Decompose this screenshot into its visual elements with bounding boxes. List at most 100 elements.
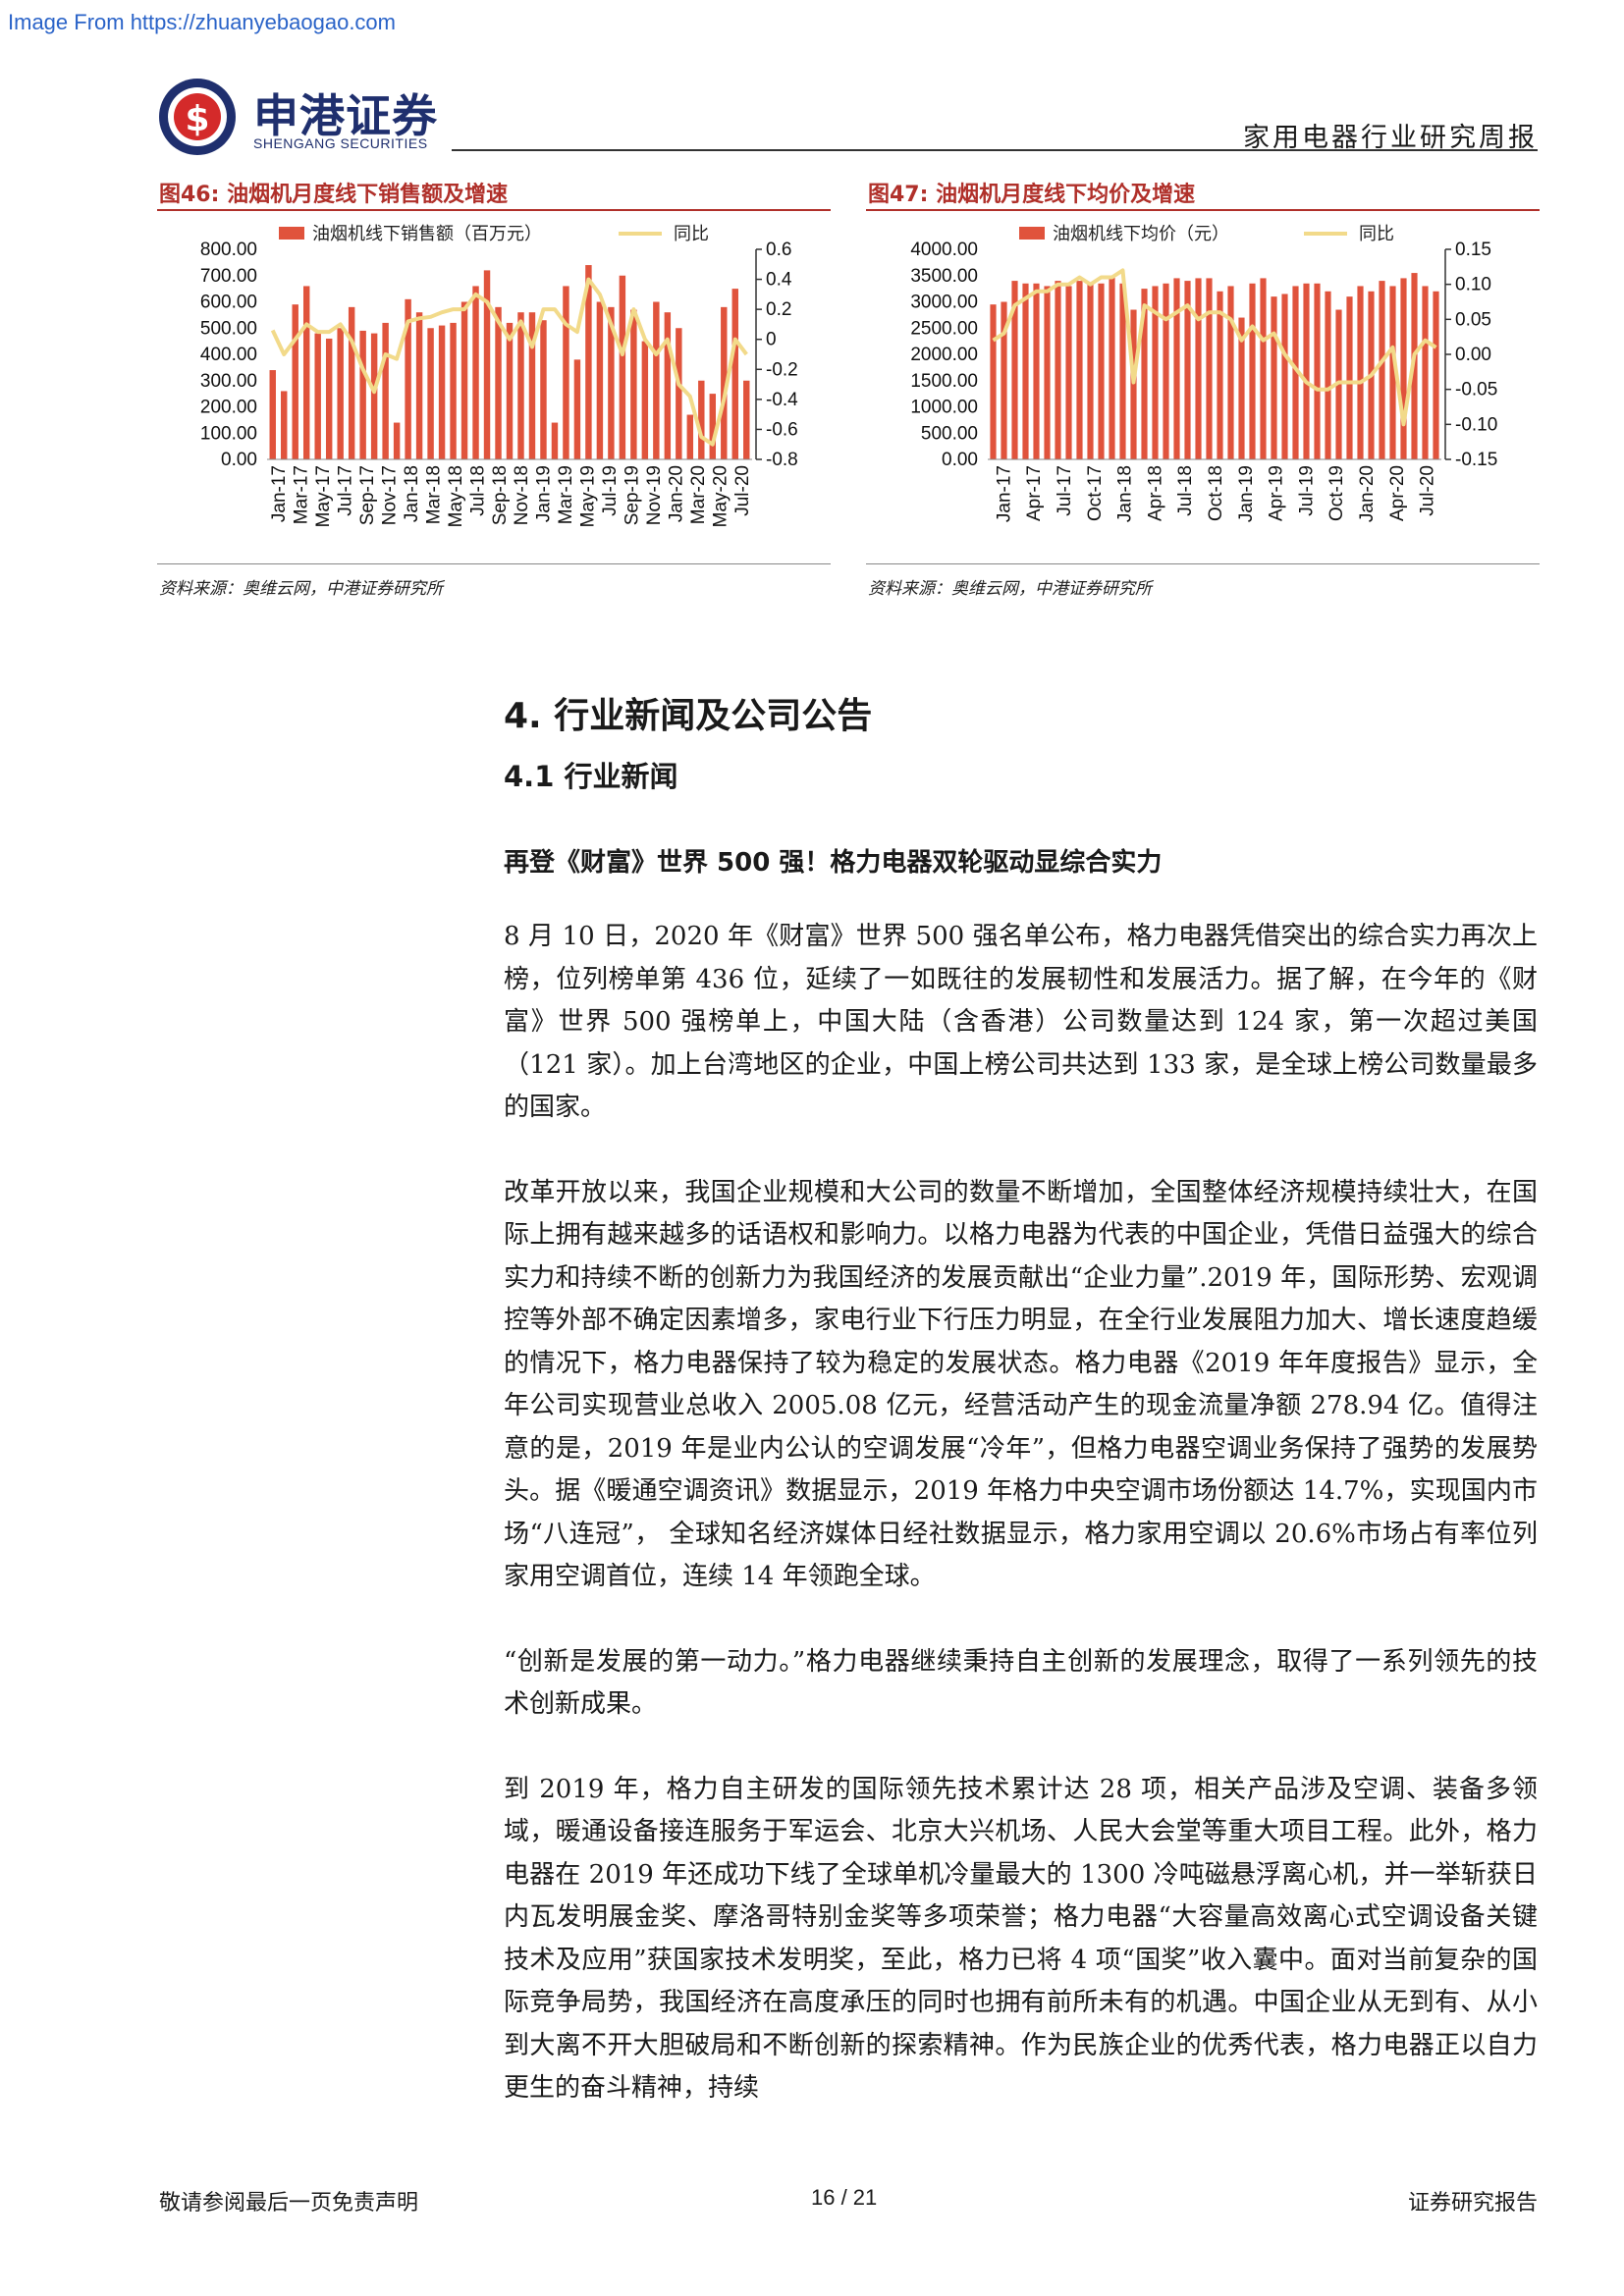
bar-mark [314, 333, 321, 459]
legend-line-label: 同比 [1359, 224, 1394, 244]
figure-46-source: 资料来源：奥维云网，中港证券研究所 [159, 579, 443, 599]
bar-mark [990, 304, 997, 459]
y2-axis-tick-label: -0.4 [766, 390, 798, 410]
bar-mark [1292, 286, 1299, 459]
x-axis-tick-label: Jul-17 [336, 465, 356, 516]
bar-mark [686, 414, 694, 459]
x-axis-tick-label: Oct-19 [1326, 465, 1347, 521]
bar-mark [1011, 281, 1018, 459]
bar-mark [1346, 296, 1353, 459]
bar-mark [450, 322, 457, 459]
news-body: 8 月 10 日，2020 年《财富》世界 500 强名单公布，格力电器凭借突出… [504, 916, 1538, 2153]
y2-axis-tick-label: -0.10 [1455, 414, 1497, 435]
bar-mark [698, 380, 705, 459]
bar-mark [653, 301, 660, 459]
bar-mark [292, 304, 298, 459]
x-axis-tick-label: Jan-19 [1236, 465, 1257, 522]
figure-47-source: 资料来源：奥维云网，中港证券研究所 [868, 579, 1152, 599]
legend-line-label: 同比 [674, 224, 709, 244]
bar-mark [551, 422, 559, 459]
bar-mark [540, 320, 547, 459]
subsection-heading: 4.1 行业新闻 [504, 760, 678, 793]
y2-axis-tick-label: 0.10 [1455, 275, 1491, 295]
y2-axis-tick-label: -0.05 [1455, 380, 1497, 400]
bar-mark [1422, 286, 1429, 459]
news-headline: 再登《财富》世界 500 强！格力电器双轮驱动显综合实力 [504, 848, 1163, 878]
y2-axis-tick-label: -0.15 [1455, 450, 1497, 470]
x-axis-tick-label: Apr-19 [1267, 465, 1287, 521]
bar-mark [619, 275, 626, 459]
x-axis-tick-label: Apr-17 [1024, 465, 1045, 521]
bar-mark [1271, 296, 1277, 459]
bar-mark [1087, 283, 1094, 459]
bar-mark [281, 391, 288, 459]
legend-bar-swatch [279, 227, 304, 240]
bar-mark [1379, 281, 1385, 459]
x-axis-tick-label: Mar-19 [556, 465, 576, 524]
y2-axis-tick-label: 0.05 [1455, 309, 1491, 330]
bar-mark [1206, 278, 1213, 459]
news-paragraph: 改革开放以来，我国企业规模和大公司的数量不断增加，全国整体经济规模持续壮大，在国… [504, 1177, 1538, 1592]
bar-mark [528, 312, 536, 459]
bar-mark [1119, 283, 1126, 459]
x-axis-tick-label: Sep-17 [357, 465, 378, 525]
figure-46-top-rule [157, 209, 831, 211]
x-axis-tick-label: Mar-18 [423, 465, 444, 524]
y-axis-tick-label: 1500.00 [910, 371, 978, 392]
y-axis-tick-label: 1000.00 [910, 398, 978, 418]
bar-mark [269, 370, 276, 459]
bar-mark [563, 286, 569, 459]
logo-mark-icon: $ [159, 79, 236, 155]
company-logo: $ 申港证券 SHENGANG SECURITIES [157, 79, 452, 155]
y-axis-tick-label: 500.00 [921, 423, 978, 444]
bar-mark [1400, 278, 1407, 459]
yoy-line-mark [992, 268, 1437, 427]
legend-bar-label: 油烟机线下均价（元） [1053, 224, 1229, 244]
x-axis-tick-label: Jan-17 [269, 465, 290, 522]
news-paragraph: 到 2019 年，格力自主研发的国际领先技术累计达 28 项，相关产品涉及空调、… [504, 1774, 1538, 2104]
x-axis-tick-label: Jan-18 [1115, 465, 1136, 522]
bar-mark [1055, 281, 1061, 459]
bar-mark [1044, 286, 1051, 459]
x-axis-tick-label: Jan-17 [994, 465, 1014, 522]
x-axis-tick-label: Apr-18 [1145, 465, 1165, 521]
x-axis-tick-label: Jul-20 [1418, 465, 1438, 516]
legend-bar-label: 油烟机线下销售额（百万元） [312, 224, 542, 244]
bar-mark [1325, 291, 1331, 459]
bar-mark [1141, 289, 1148, 459]
x-axis-tick-label: Jul-18 [1175, 465, 1196, 516]
source-watermark[interactable]: Image From https://zhuanyebaogao.com [8, 10, 396, 34]
x-axis-tick-label: May-17 [313, 465, 334, 527]
x-axis-tick-label: Jul-19 [1296, 465, 1317, 516]
x-axis-tick-label: Jul-18 [467, 465, 488, 516]
bar-mark [415, 312, 423, 459]
bar-mark [472, 286, 479, 459]
bar-mark [302, 286, 310, 459]
x-axis-tick-label: Sep-18 [490, 465, 511, 525]
bar-mark [359, 330, 366, 459]
y-axis-tick-label: 3000.00 [910, 293, 978, 313]
y-axis-tick-label: 500.00 [200, 318, 257, 339]
y-axis-tick-label: 200.00 [200, 398, 257, 418]
bar-mark [427, 328, 434, 459]
legend-bar-swatch [1019, 227, 1045, 240]
y2-axis-tick-label: -0.6 [766, 419, 798, 440]
x-axis-tick-label: Jan-20 [666, 465, 686, 522]
y-axis-tick-label: 0.00 [221, 450, 257, 470]
bar-mark [495, 306, 502, 459]
bar-mark [337, 328, 344, 459]
x-axis-tick-label: Mar-17 [292, 465, 312, 524]
bar-mark [585, 265, 592, 459]
bar-mark [1152, 286, 1159, 459]
bar-mark [1184, 281, 1191, 459]
figure-47-bottom-rule [866, 563, 1540, 564]
y-axis-tick-label: 3500.00 [910, 266, 978, 287]
bar-mark [1260, 278, 1267, 459]
x-axis-tick-label: Nov-19 [644, 465, 665, 525]
x-axis-tick-label: Oct-18 [1206, 465, 1226, 521]
figure-46-chart: 800.00 700.00 600.00 500.00 400.00 300.00 200.… [200, 224, 798, 527]
x-axis-tick-label: Apr-20 [1387, 465, 1408, 521]
bar-mark [1098, 283, 1105, 459]
y-axis-tick-label: 100.00 [200, 423, 257, 444]
bar-mark [1227, 286, 1234, 459]
